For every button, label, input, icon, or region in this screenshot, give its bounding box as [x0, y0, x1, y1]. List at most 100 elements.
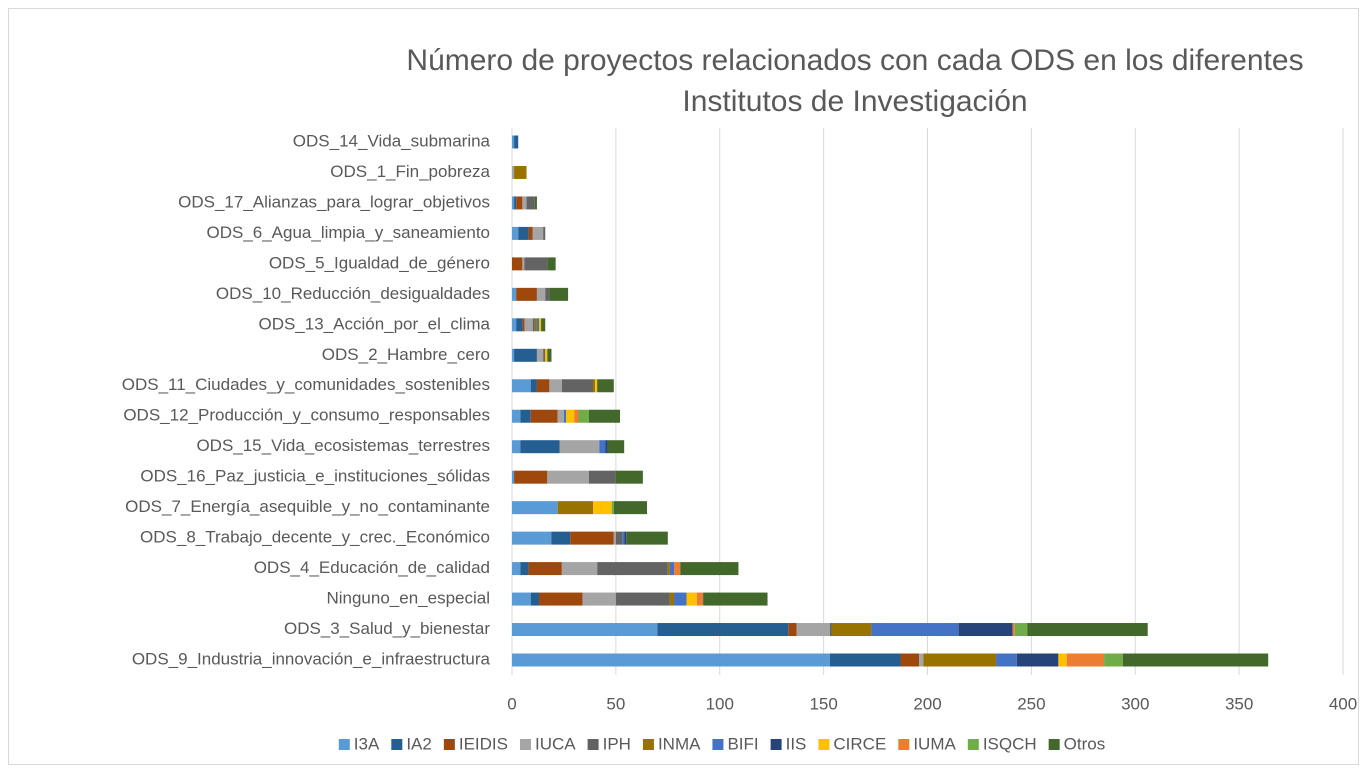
bar-segment [512, 470, 515, 484]
bar-segment [599, 440, 606, 454]
bar-segment [539, 318, 542, 332]
bar-segment [615, 592, 670, 606]
bar-segment [923, 653, 997, 667]
bar-segment [551, 531, 571, 545]
bar-segment [1122, 653, 1269, 667]
bar-segment [563, 409, 567, 423]
legend-label: IEIDIS [459, 734, 508, 753]
bar-segment [512, 348, 515, 362]
bar-segment [578, 409, 589, 423]
bar-segment [520, 440, 560, 454]
bar-segment [514, 348, 537, 362]
y-tick-label: ODS_13_Acción_por_el_clima [258, 314, 490, 333]
bar-segment [532, 318, 535, 332]
bar-segment [657, 623, 789, 637]
bar-segment [549, 287, 569, 301]
bar-segment [549, 379, 562, 393]
bar-segment [669, 562, 675, 576]
bar-segment [674, 592, 687, 606]
bar-segment [520, 409, 531, 423]
bar-segment [520, 562, 529, 576]
bar-segment [516, 287, 537, 301]
legend-swatch [642, 739, 654, 750]
bar-segment [561, 562, 598, 576]
bar-segment [1012, 623, 1015, 637]
bar-segment [1066, 653, 1105, 667]
bar-segment [1014, 623, 1028, 637]
bar-segment [512, 501, 558, 515]
bar-segment [674, 562, 681, 576]
bar-segment [524, 318, 533, 332]
legend-label: Otros [1064, 734, 1106, 753]
y-tick-label: ODS_17_Alianzas_para_lograr_objetivos [178, 192, 490, 211]
bar-segment [900, 653, 920, 667]
bar-segment [530, 379, 537, 393]
bar-segment [543, 226, 546, 240]
bar-segment [512, 287, 517, 301]
bar-segment [534, 318, 537, 332]
x-tick-label: 150 [809, 694, 837, 713]
bar-segment [512, 165, 515, 179]
y-tick-label: ODS_9_Industria_innovación_e_infraestruc… [132, 649, 491, 668]
legend-swatch [898, 739, 910, 750]
bar-segment [588, 470, 616, 484]
bar-segment [530, 409, 558, 423]
bar-segment [788, 623, 797, 637]
bar-segment [514, 165, 527, 179]
legend-swatch [587, 739, 599, 750]
y-tick-label: Ninguno_en_especial [326, 589, 490, 608]
bar-segment [686, 592, 697, 606]
y-tick-label: ODS_15_Vida_ecosistemas_terrestres [196, 436, 490, 455]
legend-swatch [967, 739, 979, 750]
bar-segment [624, 531, 627, 545]
bar-segment [536, 287, 546, 301]
bar-segment [512, 409, 521, 423]
bar-segment [574, 409, 579, 423]
bar-segment [696, 592, 704, 606]
bar-segment [541, 318, 546, 332]
legend-label: ISQCH [983, 734, 1037, 753]
bar-segment [669, 592, 675, 606]
y-tick-label: ODS_5_Igualdad_de_género [269, 253, 490, 272]
bar-segment [703, 592, 768, 606]
bar-segment [613, 501, 648, 515]
y-tick-label: ODS_7_Energía_asequible_y_no_contaminant… [125, 497, 490, 516]
bar-segment [626, 531, 668, 545]
bar-segment [539, 592, 583, 606]
bar-segment [597, 562, 668, 576]
bar-segment [593, 379, 596, 393]
bar-segment [534, 196, 537, 210]
x-tick-label: 200 [913, 694, 941, 713]
bar-segment [919, 653, 924, 667]
bar-segment [516, 196, 523, 210]
chart-frame [8, 8, 1359, 765]
chart-title: Número de proyectos relacionados con cad… [406, 44, 1304, 118]
x-tick-label: 100 [706, 694, 734, 713]
bar-segment [559, 440, 600, 454]
bar-segment [530, 592, 540, 606]
bar-segment [588, 409, 621, 423]
legend-label: IUMA [913, 734, 956, 753]
bar-segment [996, 653, 1017, 667]
bar-segment [607, 440, 625, 454]
bar-segment [796, 623, 830, 637]
bar-segment [512, 135, 515, 149]
legend-swatch [443, 739, 455, 750]
legend-label: IA2 [406, 734, 432, 753]
bar-segment [667, 562, 670, 576]
x-tick-label: 300 [1121, 694, 1149, 713]
bar-segment [512, 653, 830, 667]
bar-segment [831, 623, 872, 637]
bar-segment [536, 348, 544, 362]
bar-segment [829, 653, 901, 667]
legend-label: IUCA [535, 734, 576, 753]
bar-segment [622, 531, 625, 545]
bar-segment [512, 318, 517, 332]
bar-segment [547, 348, 552, 362]
y-tick-label: ODS_6_Agua_limpia_y_saneamiento [206, 223, 490, 242]
bar-segment [512, 379, 531, 393]
bar-segment [1058, 653, 1067, 667]
bar-segment [512, 257, 523, 271]
